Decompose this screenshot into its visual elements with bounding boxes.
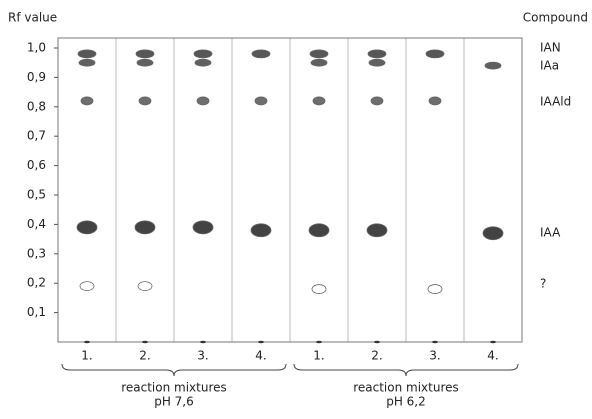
chart: Rf value Compound 1,0 0,9 0,8 0,7 0,6 0,5 0,4 0… bbox=[0, 0, 592, 419]
spot bbox=[313, 97, 325, 105]
legend-label: ? bbox=[540, 277, 546, 291]
spot bbox=[81, 97, 93, 105]
y-tick-label: 1,0 bbox=[27, 41, 46, 55]
legend-label: IAa bbox=[540, 59, 559, 73]
spot bbox=[255, 97, 267, 105]
spot bbox=[367, 224, 387, 237]
spot bbox=[252, 50, 270, 58]
group-label: pH 6,2 bbox=[386, 395, 426, 409]
lane-label: 3. bbox=[197, 349, 208, 363]
spot bbox=[194, 50, 212, 58]
spot bbox=[138, 282, 152, 291]
legend-title: Compound bbox=[523, 11, 588, 25]
y-tick-label: 0,3 bbox=[27, 246, 46, 260]
y-tick-label: 0,5 bbox=[27, 188, 46, 202]
origin-mark bbox=[374, 341, 380, 343]
spot bbox=[137, 59, 153, 66]
group-label: reaction mixtures bbox=[353, 381, 459, 395]
lane-label: 2. bbox=[371, 349, 382, 363]
lane-label: 1. bbox=[313, 349, 324, 363]
group-brace bbox=[62, 364, 286, 376]
spot bbox=[429, 97, 441, 105]
spot bbox=[369, 59, 385, 66]
spot bbox=[195, 59, 211, 66]
spot bbox=[78, 50, 96, 58]
origin-mark bbox=[432, 341, 438, 343]
group-brace bbox=[294, 364, 518, 376]
spot bbox=[426, 50, 444, 58]
y-axis-title: Rf value bbox=[8, 11, 57, 25]
lane-label: 3. bbox=[429, 349, 440, 363]
lane-label: 2. bbox=[139, 349, 150, 363]
group-label: reaction mixtures bbox=[121, 381, 227, 395]
origin-mark bbox=[84, 341, 90, 343]
y-tick-label: 0,1 bbox=[27, 305, 46, 319]
origin-mark bbox=[258, 341, 264, 343]
legend-label: IAN bbox=[540, 41, 561, 55]
spot bbox=[368, 50, 386, 58]
lane-label: 1. bbox=[81, 349, 92, 363]
spot bbox=[483, 227, 503, 240]
spot bbox=[136, 50, 154, 58]
lane-label: 4. bbox=[487, 349, 498, 363]
spot bbox=[139, 97, 151, 105]
origin-mark bbox=[316, 341, 322, 343]
y-tick-label: 0,7 bbox=[27, 129, 46, 143]
origin-mark bbox=[200, 341, 206, 343]
spot bbox=[251, 224, 271, 237]
y-tick-label: 0,6 bbox=[27, 158, 46, 172]
lane-label: 4. bbox=[255, 349, 266, 363]
spot bbox=[135, 221, 155, 234]
legend-label: IAAld bbox=[540, 95, 571, 109]
spot bbox=[309, 224, 329, 237]
spot bbox=[197, 97, 209, 105]
spot bbox=[80, 282, 94, 291]
y-tick-label: 0,8 bbox=[27, 99, 46, 113]
spot bbox=[312, 285, 326, 294]
spot bbox=[77, 221, 97, 234]
spot bbox=[310, 50, 328, 58]
origin-mark bbox=[490, 341, 496, 343]
legend-label: IAA bbox=[540, 226, 561, 240]
origin-mark bbox=[142, 341, 148, 343]
spot bbox=[428, 285, 442, 294]
y-tick-label: 0,4 bbox=[27, 217, 46, 231]
group-label: pH 7,6 bbox=[154, 395, 194, 409]
spot bbox=[79, 59, 95, 66]
y-tick-label: 0,9 bbox=[27, 70, 46, 84]
spot bbox=[193, 221, 213, 234]
y-tick-label: 0,2 bbox=[27, 276, 46, 290]
spot bbox=[311, 59, 327, 66]
spot bbox=[371, 97, 383, 105]
spot bbox=[485, 62, 501, 69]
